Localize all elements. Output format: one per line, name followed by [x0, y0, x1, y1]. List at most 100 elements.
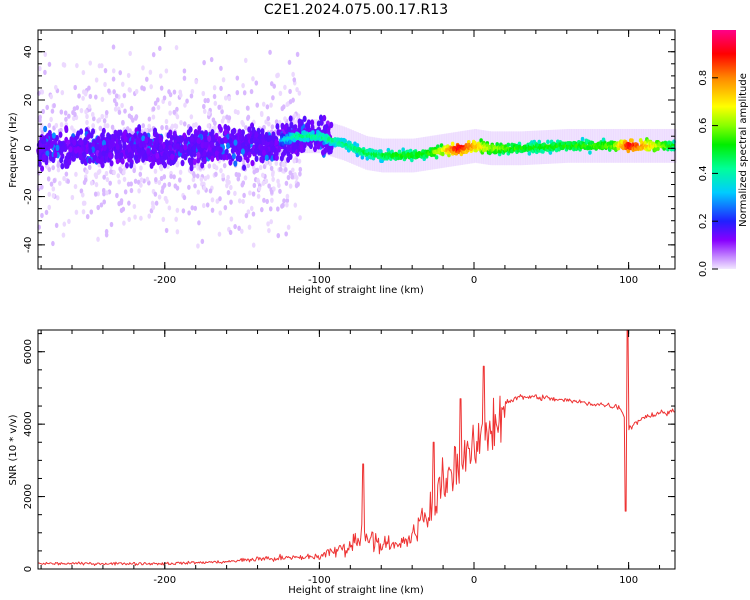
spectrogram-cell [434, 155, 439, 160]
spectrogram-cell [137, 124, 142, 131]
spectrogram-cell [271, 145, 276, 153]
spectrogram-cell [79, 188, 84, 194]
spectrogram-cell [207, 163, 212, 169]
spectrogram-cell [164, 227, 169, 234]
spectrogram-cell [64, 155, 69, 162]
spectrogram-cell [212, 93, 217, 100]
spectrogram-cell [580, 136, 585, 142]
spectrogram-cell [548, 150, 553, 155]
spectrogram-cell [62, 62, 67, 68]
spectrogram-cell [269, 165, 274, 171]
spectrogram-cell [178, 169, 183, 175]
spectrogram-cell [51, 132, 56, 139]
spectrogram-cell [173, 183, 178, 189]
spectrogram-cell [49, 116, 53, 123]
spectrogram-cell [297, 118, 302, 125]
spectrogram-cell [202, 60, 206, 66]
spectrogram-cell [120, 102, 124, 109]
spectrogram-cell [196, 243, 200, 249]
spectrogram-cell [206, 97, 210, 104]
spectrogram-cell [233, 160, 238, 167]
spectrogram-cell [89, 180, 94, 186]
spectrogram-cell [139, 182, 143, 188]
spectrogram-cell [79, 139, 84, 146]
spectrogram-heatmap [36, 44, 677, 249]
spectrogram-cell [51, 156, 56, 164]
spectrogram-cell [73, 84, 77, 91]
spectrogram-cell [109, 221, 114, 228]
spectrogram-cell [288, 183, 293, 189]
spectrogram-cell [137, 131, 142, 139]
spectrogram-cell [127, 216, 132, 222]
colorbar-tick-label: 0.4 [698, 165, 709, 181]
spectrogram-cell [151, 204, 155, 210]
spectrogram-cell [102, 118, 107, 124]
spectrogram-cell [159, 166, 164, 172]
spectrogram-cell [144, 137, 149, 144]
spectrogram-cell [284, 180, 289, 186]
spectrogram-cell [201, 90, 206, 97]
spectrogram-cell [205, 202, 210, 208]
spectrogram-cell [167, 205, 172, 211]
spectrogram-cell [120, 81, 125, 87]
spectrogram-cell [60, 90, 65, 96]
spectrogram-cell [274, 119, 279, 125]
spectrogram-cell [546, 139, 550, 145]
spectrogram-cell [164, 124, 169, 131]
y-tick-label: -40 [23, 237, 34, 253]
spectrogram-cell [149, 84, 153, 90]
spectrogram-cell [251, 191, 256, 197]
spectrogram-cell [286, 156, 291, 163]
spectrogram-cell [302, 115, 307, 122]
spectrogram-cell [189, 164, 194, 172]
spectrogram-cell [84, 90, 88, 96]
spectrogram-cell [129, 181, 133, 187]
spectrogram-cell [190, 205, 195, 211]
spectrogram-cell [237, 172, 241, 178]
spectrogram-cell [283, 167, 288, 173]
spectrogram-cell [290, 174, 295, 180]
spectrogram-cell [278, 90, 283, 96]
spectrogram-cell [479, 138, 483, 143]
spectrogram-cell [141, 65, 145, 71]
spectrogram-cell [166, 132, 171, 139]
spectrogram-cell [228, 229, 233, 236]
spectrogram-cell [306, 137, 310, 142]
spectrogram-xlabel: Height of straight line (km) [288, 285, 424, 296]
spectrogram-cell [312, 145, 317, 153]
spectrogram-cell [506, 142, 511, 147]
spectrogram-cell [145, 176, 150, 182]
spectrogram-cell [203, 129, 208, 137]
spectrogram-cell [162, 161, 167, 169]
spectrogram-cell [43, 125, 48, 133]
spectrogram-cell [200, 141, 205, 149]
spectrogram-cell [268, 206, 273, 212]
spectrogram-cell [243, 57, 248, 63]
spectrogram-cell [160, 125, 164, 131]
x-tick-label: 100 [619, 275, 638, 286]
spectrogram-cell [164, 68, 169, 74]
spectrogram-cell [167, 181, 172, 188]
spectrogram-cell [44, 144, 49, 151]
spectrogram-cell [163, 195, 168, 202]
spectrogram-cell [141, 135, 146, 142]
spectrogram-cell [158, 73, 163, 79]
spectrogram-cell [201, 202, 206, 209]
spectrogram-cell [207, 135, 212, 142]
spectrogram-cell [151, 52, 156, 58]
spectrogram-cell [78, 147, 83, 154]
spectrogram-cell [250, 159, 255, 167]
spectrogram-cell [193, 183, 197, 189]
spectrogram-cell [132, 203, 137, 210]
spectrogram-cell [227, 115, 232, 121]
spectrogram-cell [292, 113, 297, 119]
spectrogram-cell [159, 175, 164, 182]
spectrogram-cell [200, 162, 205, 169]
spectrogram-cell [40, 165, 45, 172]
spectrogram-cell [439, 143, 444, 148]
spectrogram-cell [157, 194, 162, 200]
spectrogram-cell [40, 184, 44, 190]
spectrogram-cell [47, 166, 52, 173]
spectrogram-cell [256, 193, 261, 199]
